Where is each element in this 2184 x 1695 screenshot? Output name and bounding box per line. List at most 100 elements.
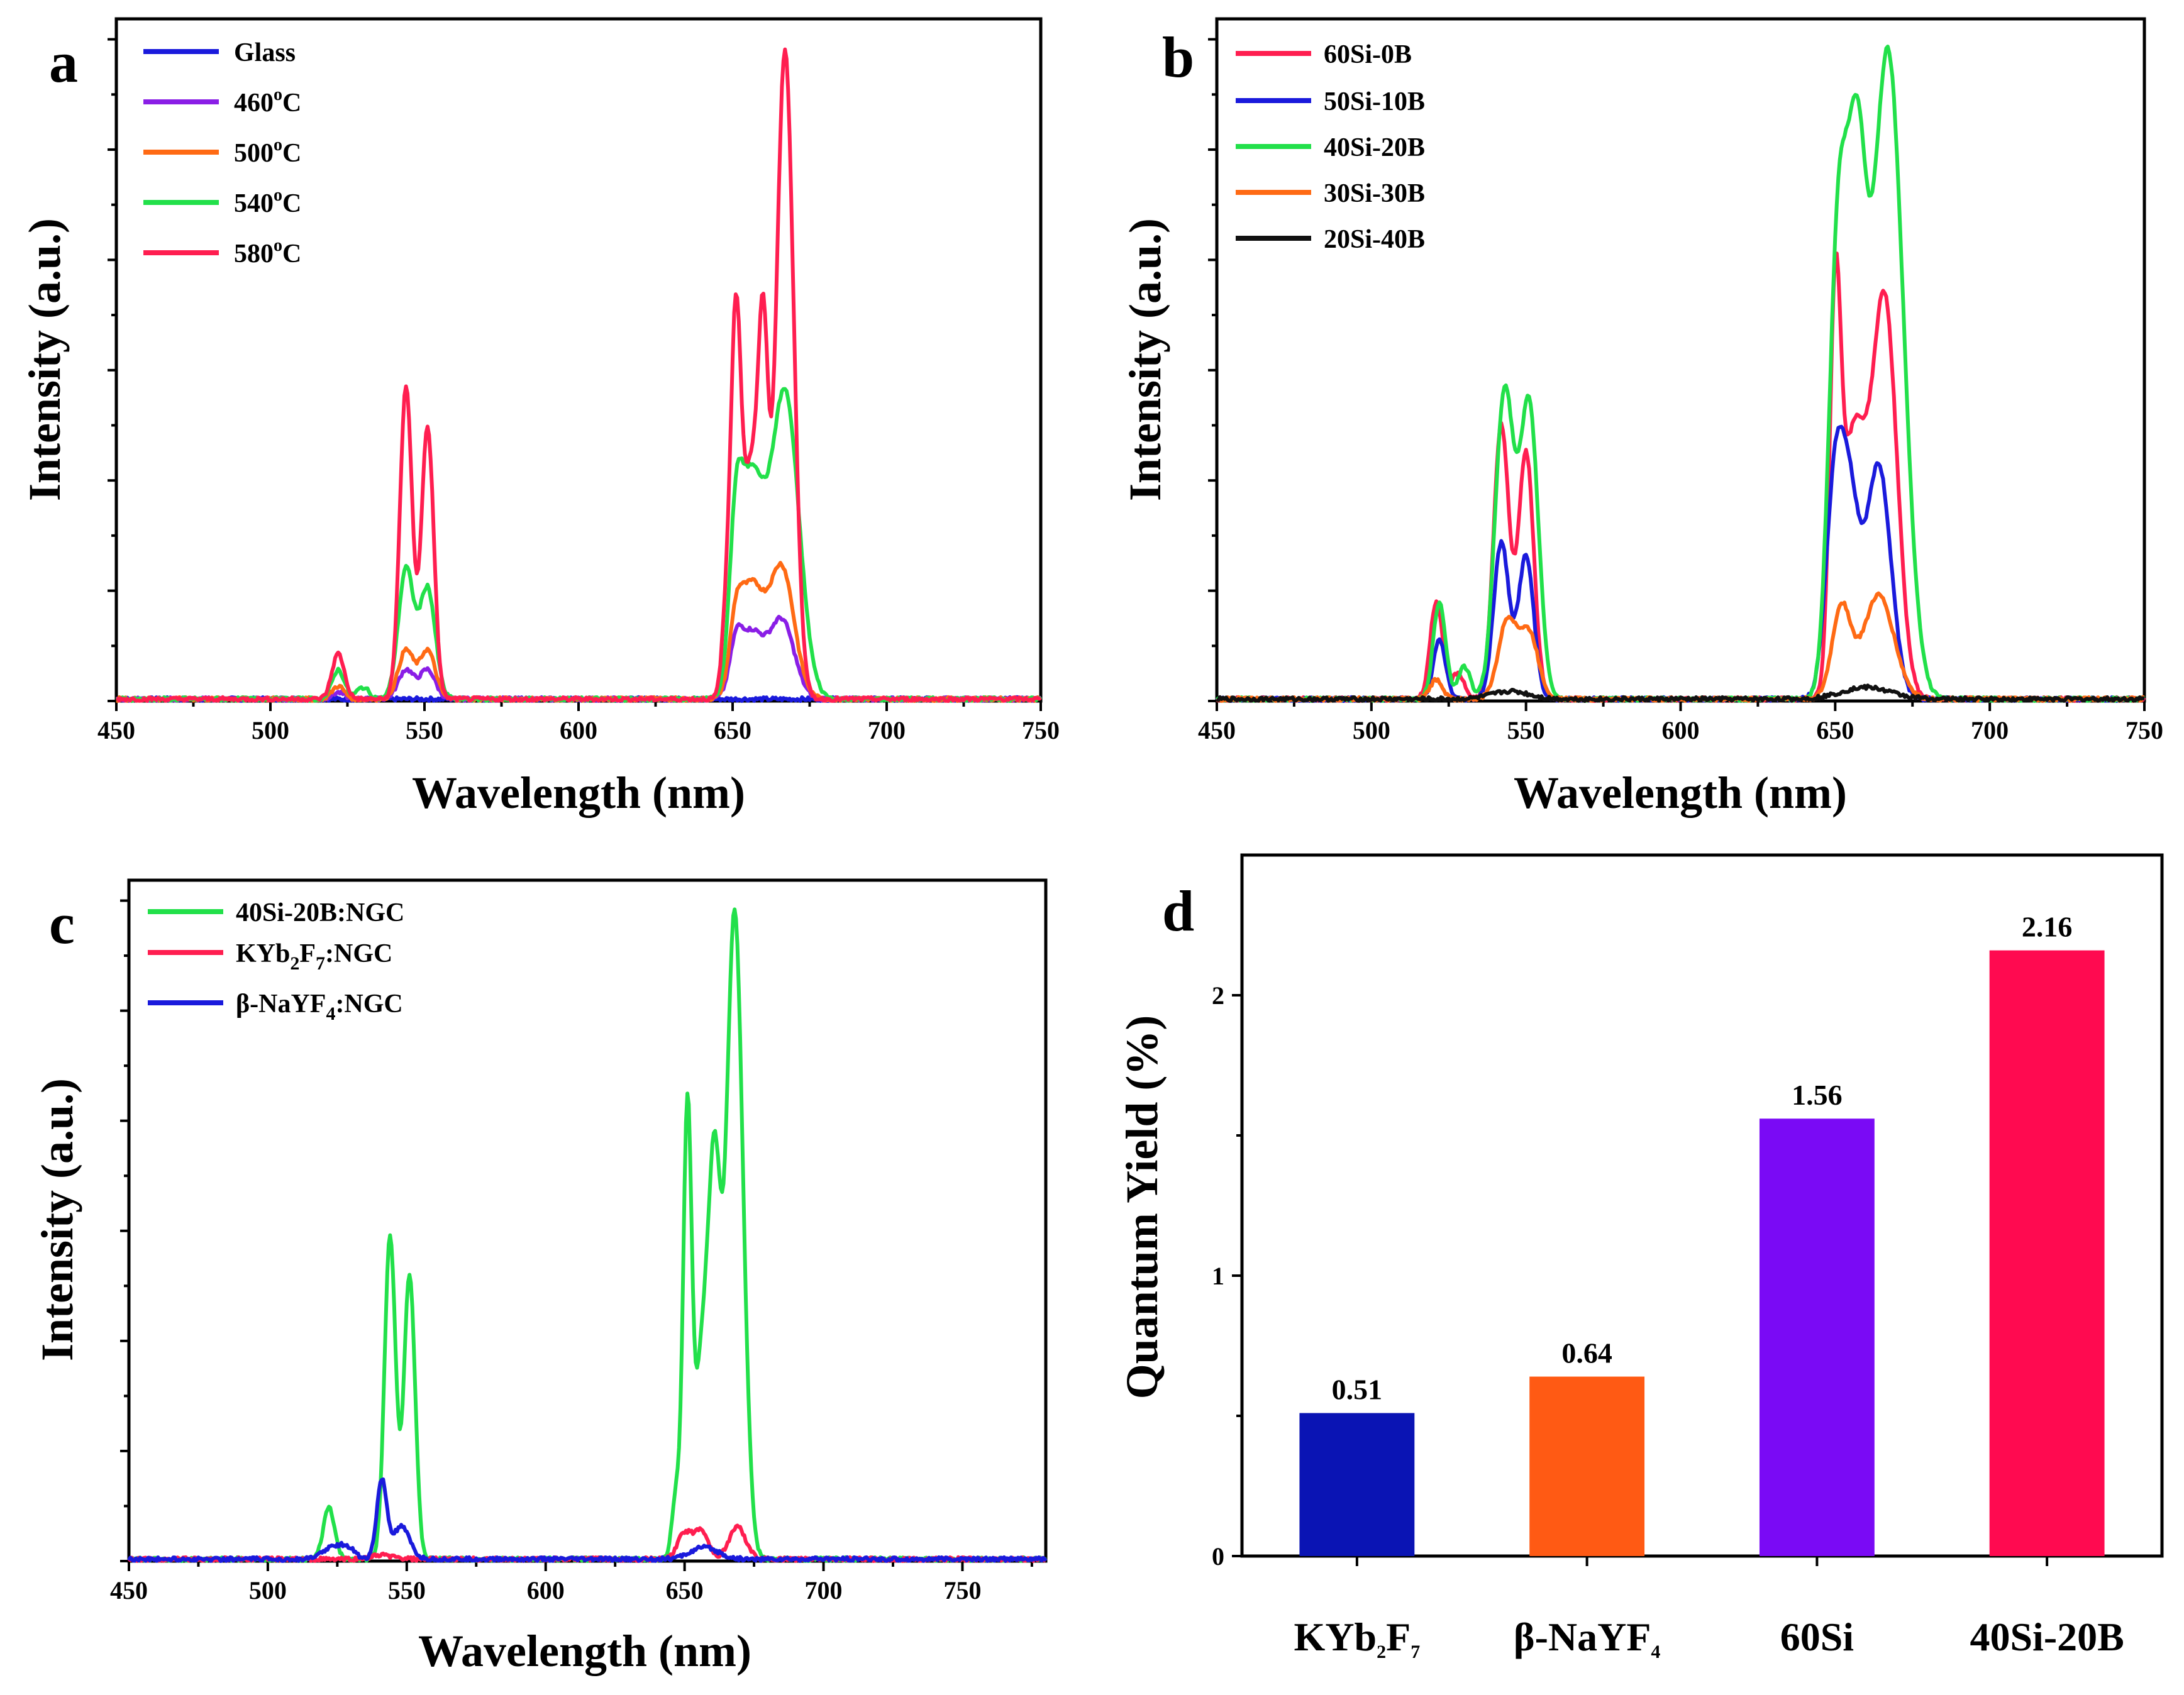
panel-d-plot-frame	[1240, 853, 2164, 1558]
x-tick-label: 500	[249, 1576, 287, 1604]
legend-item-30si-30b: 30Si-30B	[1236, 179, 1425, 208]
panel-a-xlabel: Wavelength (nm)	[412, 768, 745, 818]
panel-d: d Quantum Yield (%) 0 1 2 0.51 0.64 1.56 2.16…	[1117, 853, 2164, 1662]
panel-c-series	[127, 907, 1048, 1563]
panel-a-series	[115, 47, 1043, 703]
legend-label: Glass	[234, 38, 296, 67]
legend-item-500: 500oC	[143, 135, 301, 168]
x-tick-label: 600	[527, 1576, 565, 1604]
panel-a-letter: a	[49, 30, 78, 94]
legend-item-540: 540oC	[143, 185, 301, 218]
x-tick-label: 550	[406, 716, 443, 744]
series-line-20si-40b	[1216, 683, 2145, 703]
x-tick-label: 750	[1022, 716, 1060, 744]
legend-item-40si-20b: 40Si-20B	[1236, 133, 1425, 162]
bar-kyb2f7	[1299, 1413, 1415, 1556]
legend-item-20si-40b: 20Si-40B	[1236, 225, 1425, 254]
panel-c-legend: 40Si-20B:NGC KYb2F7:NGC β-NaYF4:NGC	[148, 898, 404, 1024]
x-tick-label: 500	[252, 716, 289, 744]
category-label: 60Si	[1780, 1615, 1854, 1659]
x-tick-label: 700	[805, 1576, 843, 1604]
panel-c-ylabel: Intensity (a.u.)	[32, 1078, 82, 1361]
y-tick-label: 2	[1212, 981, 1224, 1010]
x-tick-label: 650	[666, 1576, 704, 1604]
x-tick-label: 450	[97, 716, 135, 744]
legend-item-kyb2f7-ngc: KYb2F7:NGC	[148, 939, 392, 974]
panel-b-xlabel: Wavelength (nm)	[1514, 768, 1847, 818]
x-tick-label: 700	[868, 716, 906, 744]
panel-c-letter: c	[49, 892, 75, 956]
y-tick-label: 1	[1212, 1262, 1224, 1290]
legend-label: 540oC	[234, 185, 301, 218]
panel-d-letter: d	[1162, 879, 1194, 943]
category-label: β-NaYF4	[1514, 1615, 1661, 1662]
panel-d-category-labels: KYb2F7 β-NaYF4 60Si 40Si-20B	[1294, 1556, 2124, 1662]
x-tick-label: 600	[1662, 716, 1700, 744]
series-line-500-c	[116, 561, 1041, 703]
legend-item-60si-0b: 60Si-0B	[1236, 40, 1412, 69]
series-line-30si-30b	[1216, 591, 2145, 703]
legend-label: 40Si-20B	[1324, 133, 1425, 162]
panel-a: a Wavelength (nm) Intensity (a.u.) 450 50…	[19, 17, 1060, 818]
x-tick-label: 450	[110, 1576, 148, 1604]
panel-b-yticks	[1208, 38, 1217, 702]
x-tick-label: 600	[560, 716, 597, 744]
legend-label: β-NaYF4:NGC	[236, 990, 403, 1024]
panel-b-ylabel: Intensity (a.u.)	[1120, 218, 1170, 501]
panel-d-bars: 0.51 0.64 1.56 2.16	[1299, 911, 2105, 1556]
legend-label: 30Si-30B	[1324, 179, 1425, 208]
panel-c-xticks: 450 500 550 600 650 700 750	[110, 1561, 1033, 1604]
legend-label: KYb2F7:NGC	[236, 939, 392, 974]
panel-a-ylabel: Intensity (a.u.)	[19, 218, 70, 501]
legend-label: 500oC	[234, 135, 301, 168]
legend-label: 20Si-40B	[1324, 225, 1425, 254]
panel-c-plot-frame	[127, 878, 1048, 1563]
panel-a-plot-frame	[114, 17, 1043, 703]
bar-value-label: 0.51	[1332, 1374, 1383, 1406]
category-label: KYb2F7	[1294, 1615, 1421, 1662]
legend-item-nayf4-ngc: β-NaYF4:NGC	[148, 990, 403, 1024]
y-tick-label: 0	[1212, 1542, 1224, 1571]
legend-item-50si-10b: 50Si-10B	[1236, 87, 1425, 116]
panel-b-legend: 60Si-0B 50Si-10B 40Si-20B 30Si-30B 20Si-…	[1236, 40, 1425, 254]
x-tick-label: 700	[1971, 716, 2009, 744]
bar-60si	[1759, 1118, 1875, 1556]
series-line-580-c	[115, 47, 1042, 703]
legend-label: 40Si-20B:NGC	[236, 898, 404, 927]
x-tick-label: 650	[1816, 716, 1854, 744]
x-tick-label: 550	[1507, 716, 1545, 744]
x-tick-label: 450	[1198, 716, 1236, 744]
panel-b-xticks: 450 500 550 600 650 700 750	[1198, 701, 2163, 744]
panel-c-yticks	[120, 899, 129, 1562]
series-line-nayf4-ngc	[127, 1477, 1048, 1563]
legend-label: 580oC	[234, 236, 301, 268]
legend-item-580: 580oC	[143, 236, 301, 268]
bar-nayf4	[1529, 1376, 1645, 1556]
panel-d-yticks: 0 1 2	[1212, 981, 1242, 1571]
legend-item-460: 460oC	[143, 85, 301, 118]
legend-label: 50Si-10B	[1324, 87, 1425, 116]
panel-a-xticks: 450 500 550 600 650 700 750	[97, 701, 1060, 744]
panel-b-plot-frame	[1215, 17, 2146, 703]
bar-value-label: 2.16	[2022, 911, 2073, 943]
x-tick-label: 750	[943, 1576, 981, 1604]
series-line-460-c	[115, 614, 1041, 703]
panel-b-letter: b	[1162, 25, 1194, 89]
legend-item-glass: Glass	[143, 38, 296, 67]
series-line-50si-10b	[1215, 424, 2145, 703]
legend-label: 460oC	[234, 85, 301, 118]
x-tick-label: 550	[388, 1576, 426, 1604]
x-tick-label: 750	[2126, 716, 2163, 744]
bar-value-label: 1.56	[1792, 1079, 1843, 1111]
series-line-60si-0b	[1216, 251, 2146, 703]
x-tick-label: 650	[714, 716, 751, 744]
panel-c: c Wavelength (nm) Intensity (a.u.) 450 50…	[32, 878, 1048, 1676]
bar-40si-20b	[1989, 950, 2105, 1556]
legend-item-40si-20b-ngc: 40Si-20B:NGC	[148, 898, 404, 927]
legend-label: 60Si-0B	[1324, 40, 1412, 69]
category-label: 40Si-20B	[1970, 1615, 2124, 1659]
series-line-540-c	[115, 387, 1043, 703]
panel-d-ylabel: Quantum Yield (%)	[1117, 1015, 1167, 1400]
panel-a-yticks	[108, 38, 116, 702]
